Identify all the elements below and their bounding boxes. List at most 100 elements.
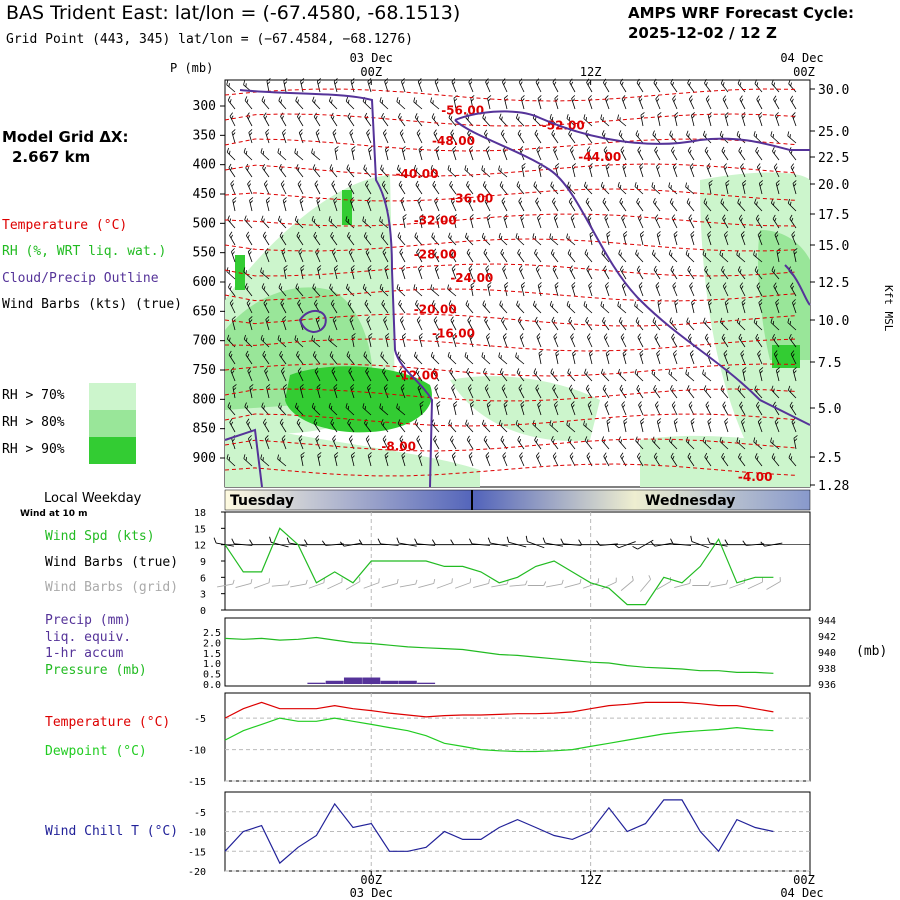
cs-wind-barb — [229, 112, 236, 127]
barb-staff — [553, 336, 559, 348]
pressure-tick-label: 850 — [193, 422, 216, 437]
cs-wind-barb — [295, 96, 304, 110]
cs-wind-barb — [585, 316, 593, 331]
barb-staff — [549, 237, 559, 246]
barb-flag — [418, 200, 422, 204]
barb-staff — [262, 422, 270, 433]
barb-flag — [537, 282, 542, 286]
barb-flag — [418, 452, 423, 456]
cs-wind-barb — [517, 248, 525, 263]
barb-flag — [249, 132, 253, 136]
isotherm-label: -24.00 — [450, 271, 493, 285]
barb-flag — [469, 81, 473, 85]
barb-flag — [586, 78, 590, 83]
cs-wind-barb — [384, 78, 389, 93]
barb-flag — [724, 285, 727, 290]
barb-flag — [266, 200, 270, 204]
cs-wind-barb — [722, 401, 729, 416]
cs-wind-barb — [279, 418, 287, 433]
barb-flag — [619, 371, 622, 376]
barb-flag — [299, 370, 302, 375]
barb-staff — [687, 269, 695, 280]
cs-wind-barb — [789, 95, 797, 110]
barb-flag — [738, 333, 742, 339]
cs-wind-barb — [431, 113, 440, 127]
cs-wind-barb — [707, 299, 712, 314]
barb-flag — [742, 180, 747, 184]
cs-wind-barb — [244, 283, 253, 297]
barb-flag — [687, 185, 689, 189]
barb-staff — [466, 371, 474, 382]
barb-staff — [469, 404, 474, 416]
barb-staff — [315, 438, 321, 450]
barb-flag — [364, 406, 366, 410]
precip-panel-frame — [224, 617, 811, 687]
barb-flag — [672, 95, 676, 100]
cs-wind-barb — [635, 249, 644, 263]
barb-flag — [466, 248, 470, 253]
cs-wind-barb — [362, 216, 372, 229]
dewpoint-label: Dewpoint (°C) — [45, 744, 147, 759]
barb-staff — [685, 373, 695, 382]
barb-flag — [674, 112, 679, 116]
cs-wind-barb — [417, 197, 423, 212]
barb-staff — [434, 387, 440, 399]
barb-staff — [721, 456, 729, 467]
cs-wind-barb — [569, 265, 576, 280]
cs-wind-barb — [549, 300, 559, 314]
isotherm-label: -28.00 — [414, 247, 457, 261]
barb-staff — [770, 135, 780, 144]
cs-wind-barb — [566, 300, 576, 314]
cs-wind-barb — [721, 452, 729, 467]
cs-wind-barb — [317, 452, 322, 467]
barb-flag — [773, 201, 775, 206]
barb-flag — [485, 251, 488, 256]
barb-flag — [605, 336, 608, 341]
barb-flag — [486, 214, 491, 218]
barb-flag — [432, 354, 435, 359]
barb-staff — [653, 388, 661, 399]
barb-staff — [418, 582, 434, 589]
barb-staff — [350, 81, 355, 93]
isotherm-line — [224, 113, 796, 127]
barb-staff — [602, 201, 610, 212]
barb-staff — [499, 304, 508, 314]
barb-staff — [262, 235, 270, 246]
barb-staff — [787, 202, 797, 212]
barb-flag — [263, 99, 266, 103]
barb-flag — [669, 317, 672, 322]
barb-flag — [413, 284, 416, 289]
barb-flag — [671, 439, 673, 444]
barb-flag — [771, 266, 775, 271]
barb-flag — [760, 541, 765, 547]
barb-staff — [230, 183, 236, 195]
barb-flag — [773, 456, 776, 460]
cs-wind-barb — [758, 180, 763, 195]
barb-flag — [379, 283, 382, 289]
barb-staff — [551, 133, 559, 144]
barb-staff — [703, 202, 712, 212]
cs-wind-barb — [501, 78, 508, 93]
barb-flag — [620, 252, 622, 257]
barb-flag — [674, 115, 678, 119]
barb-staff — [737, 270, 746, 280]
cs-wind-barb — [516, 300, 525, 314]
precip-bar — [325, 680, 344, 684]
barb-flag — [705, 269, 708, 273]
cs-wind-barb — [792, 367, 797, 382]
barb-staff — [450, 200, 457, 212]
barb-staff — [723, 353, 729, 365]
barb-flag — [520, 214, 525, 218]
barb-flag — [754, 385, 757, 390]
barb-flag — [418, 387, 422, 391]
cs-wind-barb — [640, 418, 645, 433]
cs-wind-barb — [333, 384, 338, 399]
cs-wind-barb — [773, 95, 780, 110]
barb-flag — [652, 130, 655, 135]
cs-wind-barb — [568, 129, 576, 144]
barb-staff — [482, 117, 491, 127]
barb-staff — [350, 200, 355, 212]
barb-staff — [381, 582, 398, 589]
cs-wind-barb — [433, 316, 440, 331]
cs-wind-barb — [434, 384, 440, 399]
